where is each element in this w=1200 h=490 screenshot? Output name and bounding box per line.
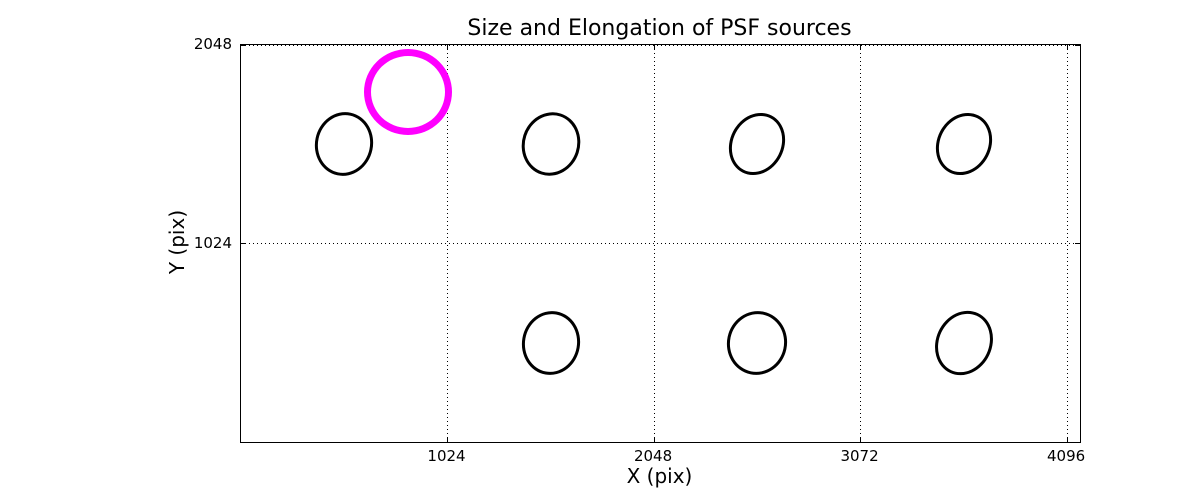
x-tick-label: 2048 [633, 447, 673, 465]
outlier-ellipse [364, 49, 453, 136]
x-tick-top [860, 45, 862, 50]
x-axis-label: X (pix) [626, 464, 693, 488]
y-tick-right [1075, 243, 1080, 244]
y-tick-left [241, 44, 246, 46]
chart-title: Size and Elongation of PSF sources [467, 16, 852, 41]
y-gridline [241, 44, 1080, 46]
x-tick-bottom [653, 437, 655, 442]
y-gridline [241, 243, 1080, 244]
y-tick-left [241, 243, 246, 244]
x-tick-top [653, 45, 655, 50]
psf-ellipse [309, 106, 380, 182]
psf-ellipse [924, 301, 1004, 385]
y-tick-label: 1024 [193, 233, 232, 252]
x-tick-top [1066, 45, 1068, 50]
x-tick-label: 4096 [1046, 447, 1086, 465]
plot-area [240, 44, 1081, 443]
psf-ellipse [925, 103, 1003, 186]
y-tick-right [1075, 44, 1080, 46]
psf-ellipse [721, 305, 794, 381]
x-tick-bottom [860, 437, 862, 442]
x-tick-label: 1024 [427, 447, 466, 465]
psf-ellipse [516, 306, 585, 380]
psf-ellipse [513, 104, 589, 184]
psf-ellipse [718, 103, 796, 186]
x-tick-top [447, 45, 449, 50]
y-tick-label: 2048 [193, 35, 232, 53]
x-tick-label: 3072 [840, 447, 879, 465]
x-tick-bottom [447, 437, 449, 442]
x-tick-bottom [1066, 437, 1068, 442]
